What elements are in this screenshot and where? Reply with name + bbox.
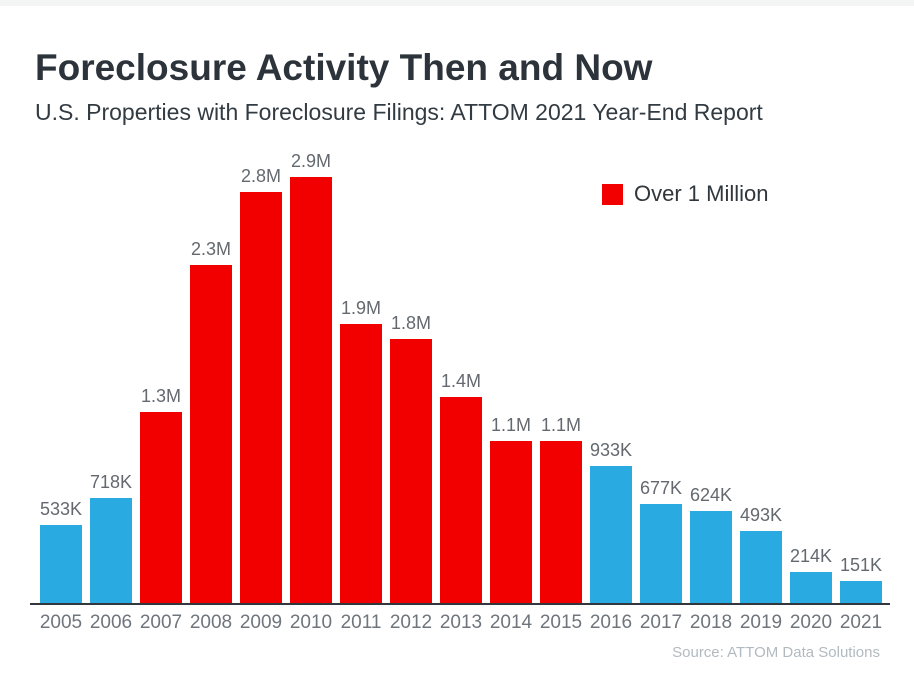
source-note: Source: ATTOM Data Solutions: [672, 644, 880, 661]
bar-group-2021: 151K: [840, 555, 882, 603]
x-tick-2012: 2012: [389, 612, 433, 633]
bar-group-2018: 624K: [690, 485, 732, 603]
bar-value-label: 151K: [839, 554, 883, 575]
bar-group-2017: 677K: [640, 478, 682, 603]
x-tick-2020: 2020: [789, 612, 833, 633]
x-tick-2006: 2006: [89, 612, 133, 633]
bar-group-2020: 214K: [790, 546, 832, 603]
bar-2019: [740, 530, 782, 603]
legend: Over 1 Million: [602, 181, 768, 207]
bar-group-2010: 2.9M: [290, 151, 332, 603]
bar-group-2007: 1.3M: [140, 386, 182, 603]
bar-group-2014: 1.1M: [490, 415, 532, 603]
bar-group-2009: 2.8M: [240, 166, 282, 603]
bar-2017: [640, 503, 682, 603]
bar-group-2008: 2.3M: [190, 239, 232, 603]
legend-label: Over 1 Million: [634, 181, 769, 206]
bar-2011: [340, 323, 382, 603]
bar-group-2005: 533K: [40, 499, 82, 603]
bar-value-label: 624K: [689, 485, 733, 506]
x-tick-2019: 2019: [739, 612, 783, 633]
bars-row: 533K 718K 1.3M 2.3M 2.8M 2.9M 1.9M 1.8M 1.4M 1.1M…: [40, 151, 882, 603]
x-tick-2010: 2010: [289, 612, 333, 633]
bar-group-2011: 1.9M: [340, 298, 382, 603]
x-tick-2017: 2017: [639, 612, 683, 633]
bar-group-2016: 933K: [590, 440, 632, 603]
bar-2015: [540, 441, 582, 603]
bar-value-label: 1.9M: [340, 297, 382, 318]
x-axis-row: 2005 2006 2007 2008 2009 2010 2011 2012 2013 2014…: [40, 612, 882, 634]
plot-area: Over 1 Million 533K 718K 1.3M 2.3M 2.8M 2.9M 1…: [30, 133, 890, 605]
bar-value-label: 1.4M: [440, 371, 482, 392]
bar-value-label: 2.8M: [240, 165, 282, 186]
bar-2007: [140, 412, 182, 603]
legend-swatch-red: [602, 183, 623, 205]
bar-group-2019: 493K: [740, 505, 782, 603]
bar-value-label: 2.9M: [290, 151, 332, 171]
bar-2013: [440, 397, 482, 603]
x-tick-2016: 2016: [589, 612, 633, 633]
bar-2008: [190, 265, 232, 603]
x-tick-2005: 2005: [39, 612, 83, 633]
bar-value-label: 2.3M: [190, 239, 232, 260]
x-tick-2018: 2018: [689, 612, 733, 633]
bar-value-label: 718K: [89, 471, 133, 492]
x-tick-2015: 2015: [539, 612, 583, 633]
bar-2012: [390, 338, 432, 603]
x-tick-2021: 2021: [839, 612, 883, 633]
bar-2009: [240, 191, 282, 603]
bar-group-2006: 718K: [89, 471, 133, 603]
bar-value-label: 1.8M: [390, 312, 432, 333]
bar-2021: [840, 580, 882, 603]
bar-value-label: 1.1M: [490, 415, 532, 436]
bar-group-2012: 1.8M: [390, 313, 432, 603]
x-tick-2008: 2008: [189, 612, 233, 633]
chart-subtitle: U.S. Properties with Foreclosure Filings…: [35, 99, 763, 126]
bar-group-2015: 1.1M: [540, 415, 582, 603]
bar-2020: [790, 571, 832, 603]
x-tick-2013: 2013: [439, 612, 483, 633]
top-edge-strip: [0, 0, 914, 6]
bar-value-label: 533K: [39, 498, 83, 519]
bar-value-label: 677K: [639, 477, 683, 498]
bar-value-label: 493K: [739, 504, 783, 525]
bar-2010: [290, 177, 332, 603]
bar-value-label: 1.1M: [540, 415, 582, 436]
bar-value-label: 933K: [589, 439, 633, 460]
bar-2014: [490, 441, 532, 603]
bar-2005: [40, 524, 82, 603]
bar-value-label: 1.3M: [140, 386, 182, 406]
x-tick-2011: 2011: [340, 612, 382, 633]
bar-2016: [590, 465, 632, 603]
bar-2006: [90, 497, 132, 603]
bar-value-label: 214K: [789, 545, 833, 566]
x-tick-2007: 2007: [139, 612, 183, 633]
bar-group-2013: 1.4M: [440, 371, 482, 603]
chart-title: Foreclosure Activity Then and Now: [35, 46, 653, 88]
x-tick-2014: 2014: [489, 612, 533, 633]
bar-2018: [690, 511, 732, 603]
x-tick-2009: 2009: [239, 612, 283, 633]
